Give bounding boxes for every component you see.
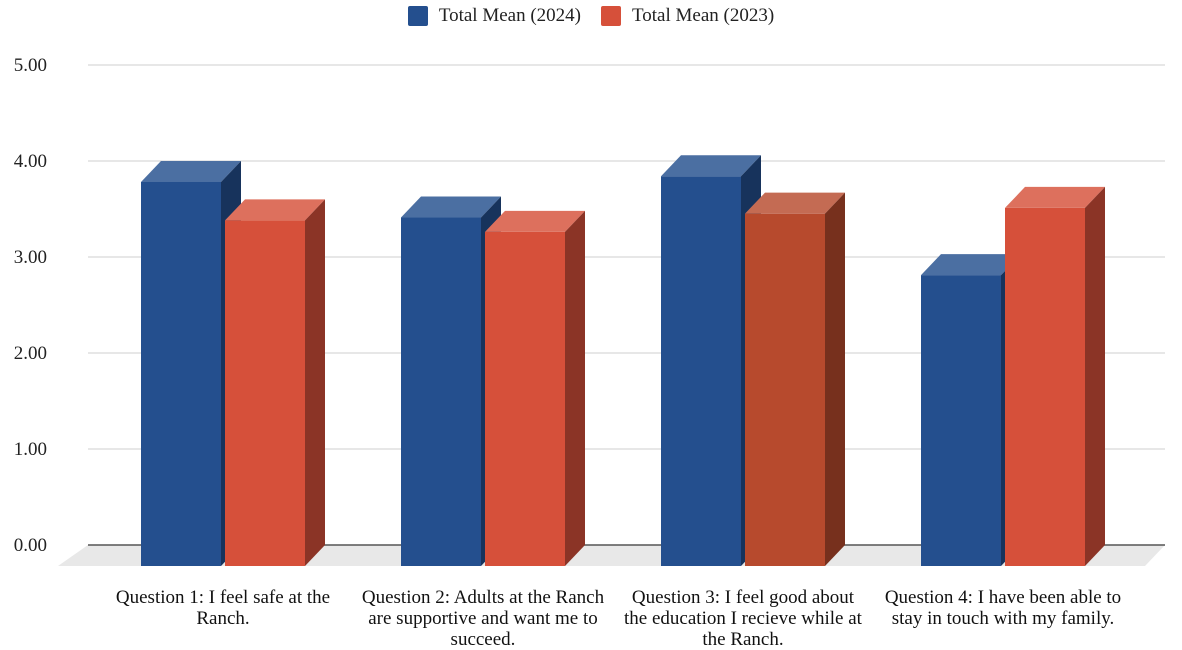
bar-front (141, 182, 221, 566)
x-category-label: Question 4: I have been able to stay in … (884, 587, 1122, 629)
legend-label-2023: Total Mean (2023) (632, 5, 775, 26)
y-tick-label: 2.00 (14, 343, 47, 364)
bar-side (1085, 186, 1105, 567)
bar-front (485, 231, 565, 567)
bar-side (305, 199, 325, 566)
floor-plane (58, 545, 1165, 566)
legend-item-2024: Total Mean (2024) (407, 5, 581, 27)
y-tick-label: 5.00 (14, 55, 47, 76)
bar-front (921, 275, 1001, 566)
legend-item-2023: Total Mean (2023) (601, 5, 774, 27)
bar-side (825, 192, 845, 566)
legend: Total Mean (2024) Total Mean (2023) (0, 5, 1182, 27)
legend-label-2024: Total Mean (2024) (438, 5, 581, 26)
y-tick-label: 4.00 (14, 151, 47, 172)
x-category-label: Question 3: I feel good about the educat… (624, 587, 862, 650)
bar-top (1005, 186, 1105, 208)
bar-top (921, 254, 1021, 276)
bar-front (225, 220, 305, 566)
bar-side (565, 210, 585, 567)
bar-top (141, 161, 241, 182)
legend-swatch-2023 (601, 6, 621, 26)
bar-front (1005, 207, 1085, 567)
bar-top (401, 196, 501, 218)
y-tick-label: 3.00 (14, 247, 47, 268)
bar-top (485, 210, 585, 232)
y-tick-label: 1.00 (14, 439, 47, 460)
bar-front (401, 217, 481, 566)
bar-top (225, 199, 325, 221)
x-category-label: Question 2: Adults at the Ranch are supp… (361, 587, 605, 650)
y-tick-label: 0.00 (14, 535, 47, 556)
bar-front (661, 176, 741, 567)
bar-top (745, 192, 845, 214)
bar-top (661, 155, 761, 177)
x-category-label: Question 1: I feel safe at the Ranch. (115, 587, 331, 629)
bar-front (745, 213, 825, 566)
legend-swatch-2024 (407, 6, 428, 26)
